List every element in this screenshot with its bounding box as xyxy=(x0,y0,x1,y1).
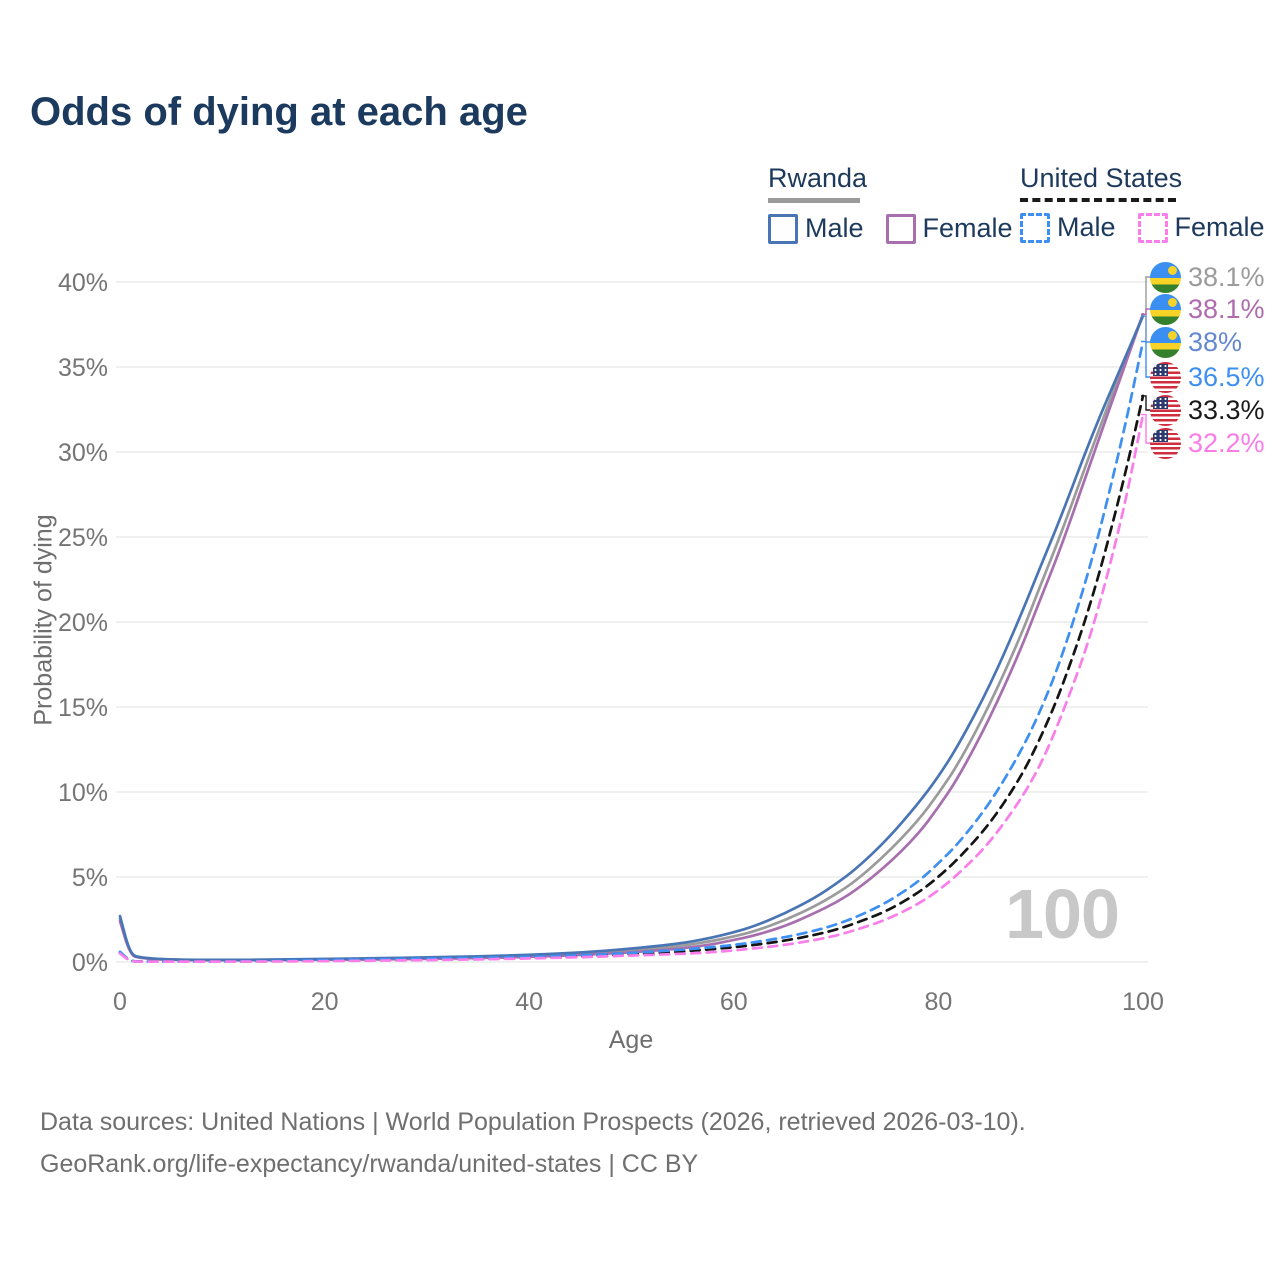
legend-group-united-states: United States Male Female xyxy=(1020,163,1280,243)
x-tick-label: 20 xyxy=(311,988,339,1016)
x-tick-label: 100 xyxy=(1122,988,1164,1016)
page-title: Odds of dying at each age xyxy=(30,90,528,134)
series-line-united-states-male[interactable] xyxy=(118,340,1145,964)
us-flag-icon xyxy=(1150,428,1181,459)
series-end-label: 32.2% xyxy=(1150,428,1265,459)
series-line-rwanda-male[interactable] xyxy=(118,314,1145,962)
legend-item-us-male[interactable]: Male xyxy=(1020,212,1116,243)
series-line-rwanda-female[interactable] xyxy=(118,312,1145,962)
y-tick-label: 5% xyxy=(72,864,108,892)
end-label-leader xyxy=(1141,413,1151,444)
legend-label: Male xyxy=(805,213,864,243)
us-flag-icon xyxy=(1150,362,1181,393)
rwanda-male-swatch-icon xyxy=(768,213,798,244)
legend-item-rwanda-female[interactable]: Female xyxy=(885,213,1013,244)
legend-item-rwanda-male[interactable]: Male xyxy=(768,213,864,244)
rwanda-flag-icon xyxy=(1150,262,1181,293)
legend-label: Male xyxy=(1057,212,1116,242)
end-label-leader xyxy=(1141,340,1151,378)
legend-underline-rwanda xyxy=(768,198,860,203)
series-end-label: 33.3% xyxy=(1150,395,1265,426)
rwanda-female-swatch-icon xyxy=(885,213,916,244)
end-value: 38% xyxy=(1188,327,1243,357)
series-end-label: 38.1% xyxy=(1150,262,1265,293)
series-line-united-states-female[interactable] xyxy=(118,413,1145,964)
end-value: 36.5% xyxy=(1188,362,1265,392)
y-tick-label: 20% xyxy=(58,609,108,637)
series-end-label: 38.1% xyxy=(1150,294,1265,325)
rwanda-flag-icon xyxy=(1150,294,1181,325)
y-tick-label: 10% xyxy=(58,779,108,807)
legend-group-rwanda: Rwanda Male Female xyxy=(768,163,1035,244)
legend-underline-united-states xyxy=(1020,198,1176,202)
x-tick-label: 0 xyxy=(113,988,127,1016)
legend-country-rwanda: Rwanda xyxy=(768,163,868,193)
y-tick-label: 25% xyxy=(58,524,108,552)
series-line-united-states-both-sexes[interactable] xyxy=(118,394,1145,964)
y-tick-label: 40% xyxy=(58,269,108,297)
series-end-label: 36.5% xyxy=(1150,362,1265,393)
us-female-swatch-icon xyxy=(1137,212,1168,243)
end-value: 33.3% xyxy=(1188,395,1265,425)
rwanda-flag-icon xyxy=(1150,327,1181,358)
x-tick-label: 80 xyxy=(924,988,952,1016)
end-label-leader xyxy=(1141,308,1151,315)
end-value: 38.1% xyxy=(1188,294,1265,324)
age-watermark: 100 xyxy=(1005,875,1120,953)
end-label-leader xyxy=(1141,395,1151,411)
legend-label: Female xyxy=(922,213,1013,243)
us-flag-icon xyxy=(1150,395,1181,426)
series-line-rwanda-both-sexes[interactable] xyxy=(118,312,1145,962)
y-tick-label: 0% xyxy=(72,949,108,977)
series-end-label: 38% xyxy=(1150,327,1242,358)
y-tick-label: 30% xyxy=(58,439,108,467)
legend-country-united-states: United States xyxy=(1020,163,1183,193)
end-value: 32.2% xyxy=(1188,428,1265,458)
end-value: 38.1% xyxy=(1188,262,1265,292)
y-tick-label: 15% xyxy=(58,694,108,722)
end-label-leader xyxy=(1141,315,1151,343)
y-tick-label: 35% xyxy=(58,354,108,382)
x-tick-label: 60 xyxy=(720,988,748,1016)
footer-attribution: GeoRank.org/life-expectancy/rwanda/unite… xyxy=(40,1150,699,1178)
footer-data-sources: Data sources: United Nations | World Pop… xyxy=(40,1108,1026,1136)
x-axis-title: Age xyxy=(608,1026,654,1054)
legend-item-us-female[interactable]: Female xyxy=(1137,212,1265,243)
x-tick-label: 40 xyxy=(515,988,543,1016)
us-male-swatch-icon xyxy=(1020,212,1050,243)
legend-label: Female xyxy=(1174,212,1265,242)
